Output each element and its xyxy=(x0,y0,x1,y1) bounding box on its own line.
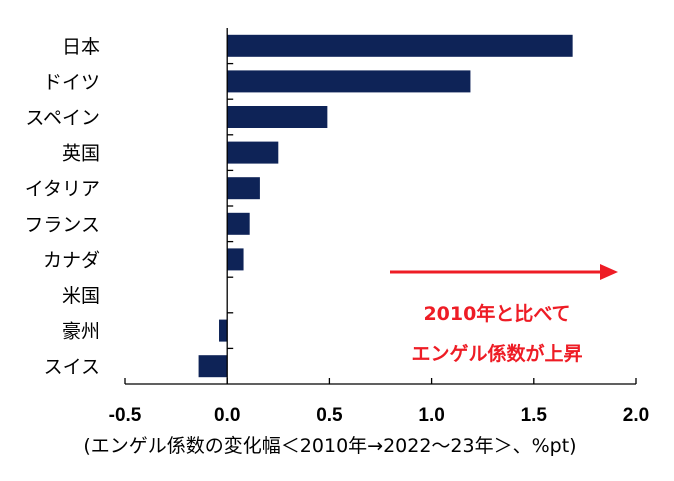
annotation-line-1: 2010年と比べて xyxy=(423,302,570,325)
x-tick-label: 0.5 xyxy=(316,405,343,426)
x-tick-label: -0.5 xyxy=(109,405,142,426)
axes-layer xyxy=(124,28,637,385)
category-label: ドイツ xyxy=(43,71,100,93)
bar xyxy=(227,141,279,164)
category-label: フランス xyxy=(24,214,100,236)
bar xyxy=(227,248,244,271)
x-tick-label: 0.0 xyxy=(214,405,240,426)
category-label: 米国 xyxy=(62,285,100,307)
category-label: カナダ xyxy=(43,249,100,271)
x-tick-label: 1.0 xyxy=(418,405,444,426)
bar xyxy=(227,34,573,57)
bar xyxy=(227,177,260,200)
x-tick-label: 2.0 xyxy=(623,405,649,426)
bar xyxy=(198,355,228,378)
x-tick-label: 1.5 xyxy=(521,405,548,426)
category-label: 豪州 xyxy=(62,321,100,343)
annotation-arrow-head xyxy=(600,264,618,280)
bar xyxy=(219,319,228,342)
tick-labels: -0.5 0.0 0.5 1.0 1.5 2.0 xyxy=(109,405,650,426)
category-label: 日本 xyxy=(62,36,100,58)
bars-layer xyxy=(198,34,573,378)
bar xyxy=(227,212,250,235)
bar xyxy=(227,106,328,128)
category-label: スペイン xyxy=(25,107,100,129)
category-label: 英国 xyxy=(62,143,100,165)
x-axis-title: (エンゲル係数の変化幅＜2010年→2022～23年＞、%pt) xyxy=(83,435,576,457)
annotation-line-2: エンゲル係数が上昇 xyxy=(411,342,582,365)
category-label: イタリア xyxy=(25,178,100,200)
category-label: スイス xyxy=(44,356,100,378)
bar xyxy=(227,70,471,93)
